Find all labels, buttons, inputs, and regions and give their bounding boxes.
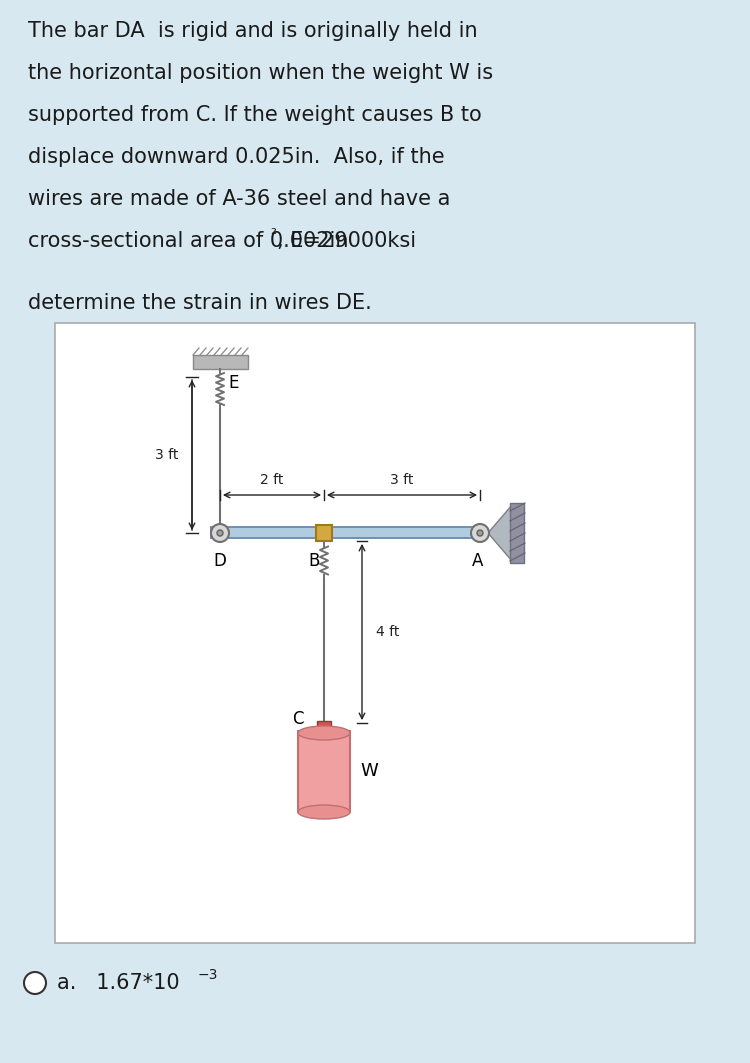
Circle shape [211,524,229,542]
Circle shape [471,524,489,542]
Text: E: E [228,374,238,392]
Text: 2 ft: 2 ft [260,473,284,487]
Bar [55,323,695,943]
Text: A: A [472,552,484,570]
Bar [316,525,332,541]
Circle shape [24,972,46,994]
Ellipse shape [298,726,350,740]
Bar [317,721,331,733]
Text: W: W [360,761,378,779]
Bar [298,731,350,812]
Ellipse shape [298,805,350,819]
Text: 4 ft: 4 ft [376,625,400,639]
Circle shape [477,530,483,536]
Text: D: D [214,552,226,570]
Text: B: B [308,552,320,570]
Text: C: C [292,710,304,728]
Text: 3 ft: 3 ft [390,473,414,487]
Circle shape [217,530,223,536]
Text: cross-sectional area of 0.002in: cross-sectional area of 0.002in [28,231,349,251]
Text: wires are made of A-36 steel and have a: wires are made of A-36 steel and have a [28,189,450,209]
Text: the horizontal position when the weight W is: the horizontal position when the weight … [28,63,494,83]
Bar [193,355,248,369]
Bar [510,503,524,563]
Text: supported from C. If the weight causes B to: supported from C. If the weight causes B… [28,105,482,125]
Text: −3: −3 [198,968,218,982]
Text: determine the strain in wires DE.: determine the strain in wires DE. [28,293,372,313]
Polygon shape [488,505,512,561]
Text: 3 ft: 3 ft [154,448,178,462]
Text: The bar DA  is rigid and is originally held in: The bar DA is rigid and is originally he… [28,21,478,41]
Text: a.   1.67*10: a. 1.67*10 [57,973,180,993]
Text: ²: ² [270,227,276,242]
Text: displace downward 0.025in.  Also, if the: displace downward 0.025in. Also, if the [28,147,445,167]
Text: , E=29000ksi: , E=29000ksi [277,231,416,251]
Bar [211,527,480,538]
